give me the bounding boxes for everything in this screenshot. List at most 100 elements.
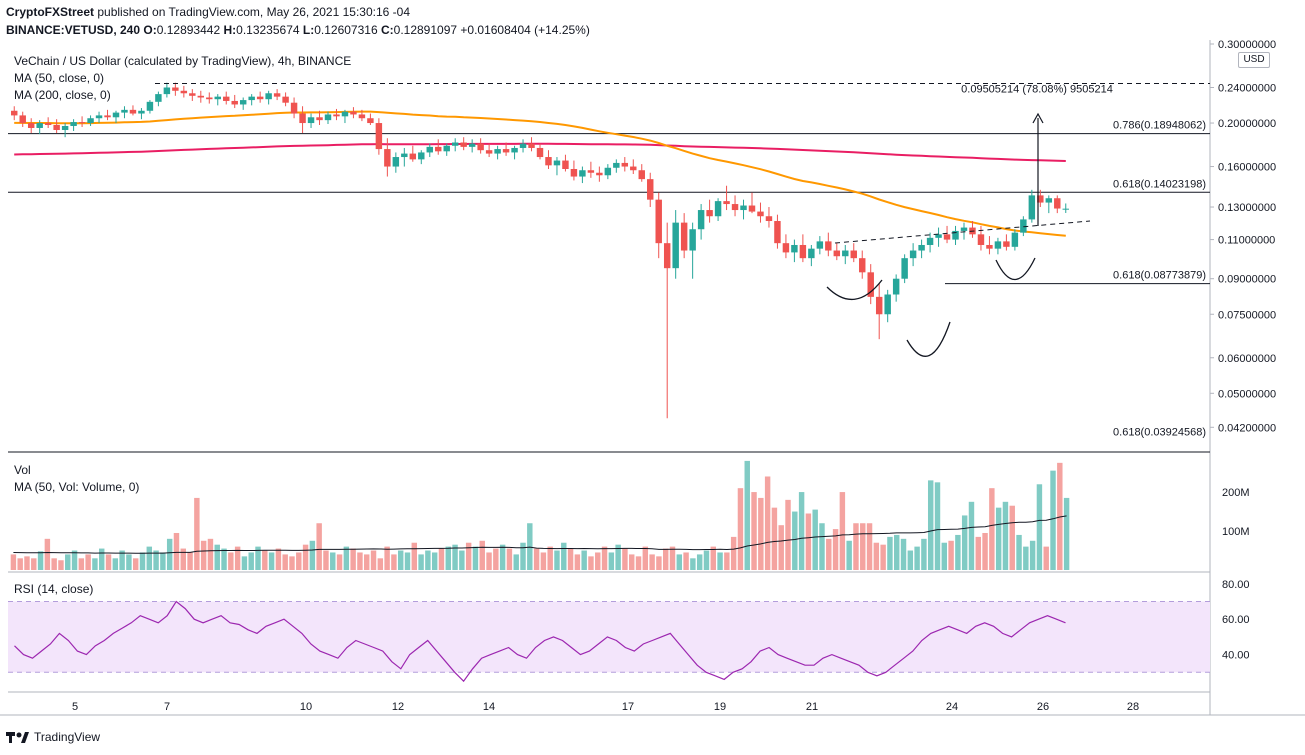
volume-bar — [302, 544, 309, 570]
volume-bar — [989, 488, 995, 570]
ohlc-l-label: L: — [302, 23, 315, 37]
tradingview-footer[interactable]: TradingView — [6, 730, 100, 744]
volume-bar — [764, 476, 771, 570]
candle-body — [842, 250, 849, 257]
candle-body — [443, 145, 450, 152]
volume-bar — [1009, 505, 1015, 570]
rsi-tick-label: 80.00 — [1222, 579, 1250, 591]
candle-body — [833, 250, 841, 257]
candle-body — [943, 234, 951, 240]
volume-bar — [608, 552, 615, 570]
candle-body — [231, 100, 238, 105]
candle-body — [528, 143, 535, 148]
fib-level-label: 0.618(0.03924568) — [1113, 427, 1206, 439]
volume-bar — [567, 548, 574, 570]
volume-bar — [873, 542, 880, 570]
candle-body — [850, 250, 857, 259]
candle-body — [426, 146, 433, 153]
candle-body — [95, 115, 103, 119]
volume-bar — [622, 548, 628, 570]
volume-bar — [1050, 470, 1056, 570]
volume-bar — [1023, 546, 1029, 570]
volume-bar — [404, 552, 411, 570]
candle-body — [723, 201, 730, 205]
volume-bar — [860, 523, 866, 570]
main-legend-title[interactable]: VeChain / US Dollar (calculated by Tradi… — [14, 54, 352, 68]
volume-bar — [296, 552, 302, 570]
candle-body — [223, 96, 230, 101]
volume-bar — [248, 552, 254, 570]
volume-bar — [112, 558, 119, 570]
candle-body — [604, 167, 612, 176]
volume-bar — [472, 546, 479, 570]
volume-bar — [207, 538, 214, 570]
volume-bar — [139, 552, 146, 570]
candle-body — [909, 250, 917, 259]
ma200-legend[interactable]: MA (200, close, 0) — [14, 88, 111, 102]
candle-body — [180, 90, 188, 94]
ma50-legend[interactable]: MA (50, close, 0) — [14, 71, 105, 85]
price-tick-label: 0.24000000 — [1218, 83, 1276, 95]
volume-bar — [51, 558, 57, 570]
price-tick-label: 0.13000000 — [1218, 202, 1276, 214]
candle-body — [163, 87, 171, 95]
publish-line: CryptoFXStreet published on TradingView.… — [6, 5, 410, 19]
volume-bar — [153, 550, 159, 570]
currency-badge[interactable]: USD — [1238, 52, 1270, 68]
candle-body — [825, 241, 832, 251]
ohlc-c-label: C: — [380, 23, 394, 37]
ohlc-h-label: H: — [223, 23, 237, 37]
volume-bar — [241, 556, 248, 570]
rsi-legend[interactable]: RSI (14, close) — [14, 582, 94, 596]
price-tick-label: 0.07500000 — [1218, 309, 1276, 321]
candle-body — [782, 243, 790, 253]
volume-bar — [900, 538, 907, 570]
candle-body — [511, 147, 518, 153]
fib-level-label: 0.618(0.08773879) — [1113, 270, 1206, 282]
volume-bar — [452, 544, 458, 570]
symbol-info: BINANCE:VETUSD, 240 — [6, 23, 141, 37]
candle-body — [265, 93, 272, 100]
price-pane: 0.786(0.18948062) 0.618(0.14023198) 0.618(… — [8, 82, 1210, 439]
candle-body — [418, 152, 425, 160]
price-tick-label: 0.11000000 — [1218, 235, 1275, 247]
volume-bar — [812, 509, 818, 570]
time-tick-label: 14 — [483, 701, 495, 713]
volume-bar — [194, 497, 200, 570]
candle-body — [11, 110, 18, 116]
candle-body — [172, 87, 179, 91]
time-tick-label: 17 — [622, 701, 634, 713]
candle-body — [630, 166, 637, 171]
candle-body — [1045, 198, 1053, 203]
candle-body — [926, 237, 934, 245]
volume-legend[interactable]: Vol — [14, 463, 31, 477]
candle-body — [1020, 219, 1027, 233]
arrow-head — [1032, 112, 1044, 124]
candle-body — [935, 234, 942, 238]
volume-bar — [1002, 501, 1009, 570]
candle-body — [61, 125, 69, 130]
volume-bar — [17, 558, 23, 570]
candle-body — [1037, 195, 1044, 203]
volume-bar — [1063, 497, 1070, 570]
candle-body — [401, 153, 408, 158]
candle-body — [867, 272, 874, 297]
volume-bar — [907, 550, 914, 570]
volume-bar — [832, 529, 839, 570]
volume-ma-legend[interactable]: MA (50, Vol: Volume, 0) — [14, 480, 140, 494]
time-tick-label: 7 — [164, 701, 170, 713]
volume-bar — [1036, 484, 1043, 570]
volume-bar — [200, 540, 207, 570]
left-shoulder-arc — [826, 279, 883, 301]
volume-bar — [690, 558, 696, 570]
ohlc-high: 0.13235674 — [236, 23, 300, 37]
candle-body — [155, 94, 162, 102]
volume-bar — [547, 546, 553, 570]
candle-body — [87, 118, 94, 124]
axes: 0.30000000 0.24000000 0.20000000 0.16000000… — [72, 39, 1276, 713]
volume-bar — [31, 558, 37, 570]
volume-bar — [724, 552, 730, 570]
rsi-tick-label: 40.00 — [1222, 650, 1250, 662]
volume-bar — [927, 480, 934, 570]
